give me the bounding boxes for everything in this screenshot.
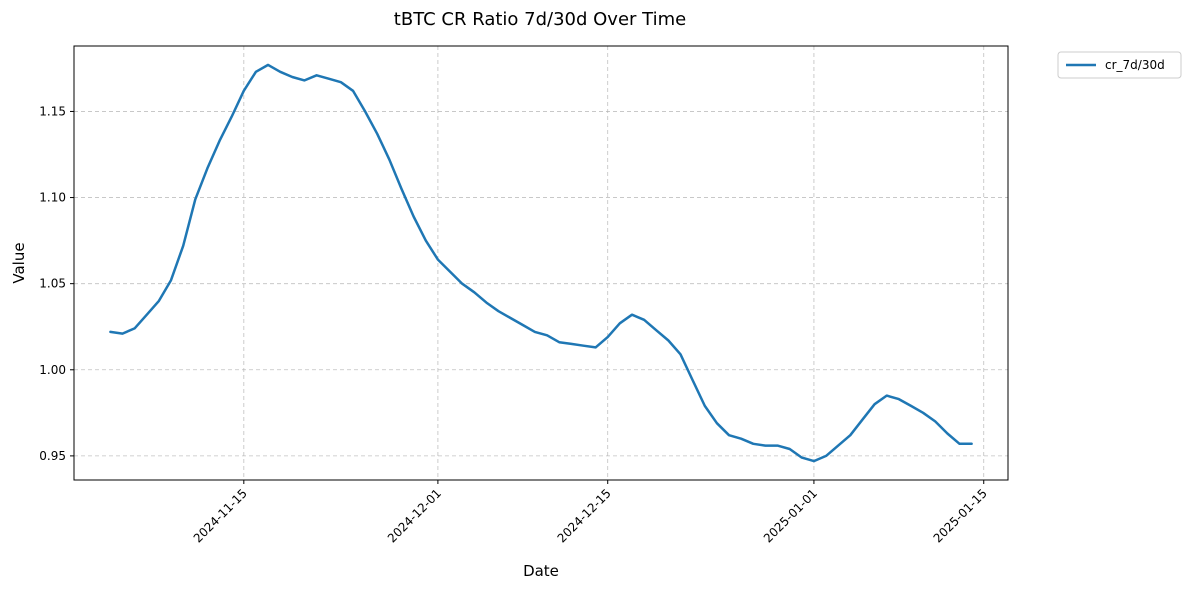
- series-line-0: [109, 63, 973, 463]
- grid: [74, 46, 1008, 480]
- chart-title: tBTC CR Ratio 7d/30d Over Time: [394, 9, 686, 30]
- y-tick-label: 1.15: [39, 104, 66, 118]
- legend-box: [1057, 51, 1182, 79]
- y-tick-label: 1.05: [39, 277, 66, 291]
- legend: cr_7d/30d: [1057, 51, 1182, 79]
- y-axis-label: Value: [10, 242, 28, 283]
- y-tick-label: 0.95: [39, 449, 66, 463]
- y-tick-label: 1.00: [39, 363, 66, 377]
- legend-label: cr_7d/30d: [1105, 58, 1165, 72]
- y-tick-label: 1.10: [39, 191, 66, 205]
- x-axis-label: Date: [523, 562, 559, 580]
- plot-area-frame: [73, 45, 1009, 481]
- series-lines: [109, 63, 973, 463]
